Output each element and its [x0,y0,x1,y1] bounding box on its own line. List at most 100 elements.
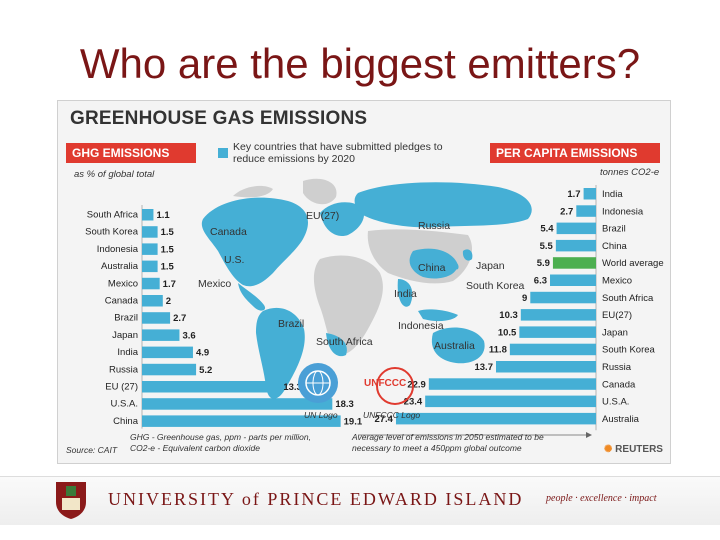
ghg-bar-australia [142,260,158,273]
per-capita-value-india: 1.7 [567,189,580,200]
map-label-brazil: Brazil [278,318,304,330]
unfccc-logo [376,367,414,405]
per-capita-category-south-korea: South Korea [602,345,656,356]
slide-title: Who are the biggest emitters? [79,40,641,87]
ghg-category-brazil: Brazil [114,313,138,324]
ghg-banner: GHG EMISSIONS [66,143,196,163]
source-note: Source: CAIT [66,445,118,455]
ghg-bar-japan [142,329,180,341]
ghg-value-canada: 2 [166,296,171,307]
ghg-bar-indonesia [142,243,158,255]
ghg-bar-south-africa [142,209,154,221]
per-capita-value-china: 5.5 [540,241,554,252]
per-capita-bar-indonesia [576,205,596,217]
ghg-bar-south-korea [142,226,158,238]
ghg-bar-russia [142,363,197,376]
legend-swatch [218,148,228,158]
legend-text: Key countries that have submitted pledge… [233,141,443,165]
ghg-value-south-africa: 1.1 [156,210,170,221]
globe-icon [305,370,331,396]
per-capita-bar-india [583,188,596,200]
ghg-value-japan: 3.6 [182,330,195,341]
per-capita-category-eu-27: EU(27) [602,310,632,321]
reuters-text: REUTERS [615,444,663,455]
map-label-u-s: U.S. [224,254,244,266]
ghg-bar-brazil [142,312,171,324]
ghg-category-eu-27: EU (27) [105,382,138,393]
target-arrow-head-icon [586,432,592,438]
per-capita-value-south-korea: 11.8 [489,345,507,356]
per-capita-bar-russia [495,361,596,373]
per-capita-value-u-s-a: 23.4 [404,397,423,408]
ghg-category-u-s-a: U.S.A. [111,399,138,410]
ghg-value-india: 4.9 [196,348,209,359]
ghg-category-japan: Japan [112,330,138,341]
map-label-russia: Russia [418,220,450,232]
per-capita-value-russia: 13.7 [474,362,493,373]
map-labels: EU(27) Canada Russia U.S. China Japan Mexico In… [198,210,525,352]
per-capita-value-indonesia: 2.7 [560,206,573,217]
per-capita-bar-south-korea [509,343,596,356]
ghg-value-china: 19.1 [344,416,363,427]
per-capita-value-eu-27: 10.3 [499,310,518,321]
map-label-india: India [394,288,417,300]
un-logo-caption: UN Logo [304,410,338,420]
ghg-value-indonesia: 1.5 [161,244,175,255]
un-logo [298,363,338,403]
ghg-value-u-s-a: 18.3 [335,399,354,410]
unfccc-logo-text: UNFCCC [364,378,407,389]
per-capita-value-japan: 10.5 [498,327,517,338]
ghg-value-eu-27: 13.3 [283,382,302,393]
ghg-bar-china [142,415,341,427]
reuters-mark-icon: ✺ [604,444,616,455]
map-label-australia: Australia [434,340,475,352]
per-capita-value-australia: 27.4 [374,414,393,425]
per-capita-category-russia: Russia [602,362,632,373]
ghg-bar-canada [142,295,163,307]
university-name: UNIVERSITY of PRINCE EDWARD ISLAND [108,489,524,509]
per-capita-value-canada: 22.9 [407,379,426,390]
per-capita-category-indonesia: Indonesia [602,206,644,217]
per-capita-category-australia: Australia [602,414,640,425]
per-capita-category-india: India [602,189,623,200]
ghg-value-australia: 1.5 [161,262,175,273]
ghg-bar-mexico [142,277,160,290]
per-capita-value-mexico: 6.3 [534,276,547,287]
per-capita-bar-japan [519,326,596,338]
university-tagline: people · excellence · impact [546,493,657,504]
university-crest-icon [56,482,86,519]
per-capita-value-south-africa: 9 [522,293,527,304]
per-capita-category-china: China [602,241,628,252]
emissions-infographic: GREENHOUSE GAS EMISSIONS GHG EMISSIONS a… [57,100,671,464]
ghg-value-russia: 5.2 [199,365,212,376]
map-label-mexico: Mexico [198,278,231,290]
ghg-value-south-korea: 1.5 [161,227,175,238]
per-capita-category-u-s-a: U.S.A. [602,397,629,408]
per-capita-bar-world-average [552,257,596,269]
per-capita-bar-canada [428,378,596,390]
per-capita-category-world-average: World average [602,258,664,269]
per-capita-bar-australia [395,412,596,425]
ghg-bar-india [142,346,193,359]
ghg-value-mexico: 1.7 [163,279,176,290]
ghg-category-russia: Russia [109,364,139,375]
map-label-japan: Japan [476,260,505,272]
footnote-abbreviations: GHG - Greenhouse gas, ppm - parts per mi… [130,432,311,453]
per-capita-category-canada: Canada [602,379,636,390]
footnote-2050-target: Average level of emissions in 2050 estim… [352,432,544,453]
world-map [201,178,532,399]
per-capita-bar-eu-27 [520,309,596,321]
map-label-indonesia: Indonesia [398,320,444,332]
ghg-bar-u-s-a [142,398,333,410]
university-footer [0,476,720,525]
per-capita-category-south-africa: South Africa [602,293,654,304]
ghg-value-brazil: 2.7 [173,313,186,324]
ghg-category-south-korea: South Korea [85,227,139,238]
per-capita-bar-south-africa [530,291,596,304]
map-label-canada: Canada [210,226,247,238]
ghg-category-australia: Australia [101,261,139,272]
per-capita-subtitle: tonnes CO2-e [600,167,660,178]
ghg-category-south-africa: South Africa [87,210,139,221]
infographic-heading: GREENHOUSE GAS EMISSIONS [70,108,368,129]
per-capita-banner: PER CAPITA EMISSIONS [490,143,660,163]
